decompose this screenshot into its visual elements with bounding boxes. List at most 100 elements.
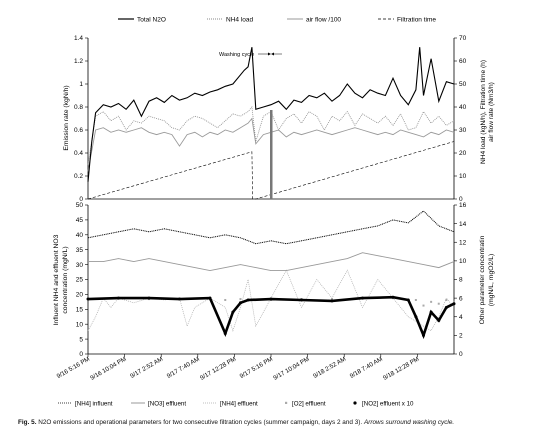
top-left-tick-label: 0 (79, 196, 83, 203)
o2-point (224, 298, 227, 301)
top-left-tick-label: 0.8 (74, 104, 83, 111)
top-chart: 0 0.2 0.4 0.6 0.8 1 1.2 1.4 0 10 20 30 40 50 60 70 Was… (63, 35, 495, 203)
top-right-tick-label: 70 (459, 35, 467, 42)
series-no2-effluent (87, 295, 455, 340)
legend-label-no2-effluent: [NO2] effluent x 10 (362, 401, 414, 408)
bottom-left-tick-label: 50 (76, 202, 84, 209)
bottom-right-ticks: 0 2 4 6 8 10 12 14 16 (454, 202, 467, 358)
legend-label-total-n2o: Total N2O (137, 17, 166, 24)
bottom-right-tick-label: 16 (459, 202, 467, 209)
no2-point (231, 310, 235, 314)
bottom-legend: [NH4] influent [NO3] effluent [NH4] effl… (58, 401, 414, 408)
top-right-tick-label: 10 (459, 173, 467, 180)
o2-point (422, 304, 425, 307)
series-air-flow-100 (87, 117, 455, 172)
legend-label-nh4-effluent: [NH4] effluent (220, 401, 258, 408)
o2-point (414, 298, 417, 301)
bottom-right-axis-title-2: (mgN/L, mgO2/L) (488, 254, 495, 307)
top-right-tick-label: 40 (459, 104, 467, 111)
no2-point (269, 297, 273, 301)
figure-caption: Fig. 5. N2O emissions and operational pa… (18, 419, 543, 427)
top-left-tick-label: 1 (79, 81, 83, 88)
top-right-tick-label: 50 (459, 81, 467, 88)
legend-swatch-o2-effluent (285, 401, 288, 404)
o2-point (331, 298, 333, 301)
bottom-right-tick-label: 4 (459, 314, 463, 321)
bottom-x-tick-label: 9/17 10:04 PM (272, 356, 310, 382)
bottom-left-tick-label: 45 (76, 217, 84, 224)
caption-label: Fig. 5. (18, 419, 37, 426)
top-left-tick-label: 0.4 (74, 150, 83, 157)
top-left-tick-label: 0.2 (74, 173, 83, 180)
bottom-right-tick-label: 0 (459, 351, 463, 358)
bottom-chart: 0 5 10 15 20 25 30 35 40 45 50 0 2 4 6 8 10 12 14 16 9/16 … (53, 202, 495, 382)
o2-point (445, 298, 448, 301)
no2-point (86, 297, 90, 301)
top-right-tick-label: 60 (459, 58, 467, 65)
washing-cycle-label: Washing cycle (219, 52, 254, 58)
series-nh4-influent (87, 210, 455, 245)
no2-point (223, 332, 227, 336)
bottom-left-tick-label: 30 (76, 262, 84, 269)
bottom-left-axis-title-1: Influent NH4 and effluent NO3 (53, 234, 60, 325)
bottom-left-tick-label: 40 (76, 232, 84, 239)
no2-point (239, 301, 242, 305)
no2-point (208, 296, 212, 300)
no2-point (452, 302, 456, 306)
legend-label-air-flow: air flow /100 (306, 17, 341, 24)
caption-text: N2O emissions and operational parameters… (36, 419, 364, 426)
bottom-x-tick-label: 9/16 5:16 PM (56, 356, 91, 380)
no2-point (444, 305, 448, 309)
bottom-right-tick-label: 2 (459, 333, 463, 340)
legend-label-nh4-influent: [NH4] influent (75, 401, 113, 408)
series-nh4-load (87, 106, 455, 165)
top-series (87, 47, 455, 200)
top-left-axis-title: Emission rate (kgN/h) (63, 85, 70, 150)
top-left-tick-label: 1.2 (74, 58, 83, 65)
no2-point (437, 318, 441, 322)
legend-label-nh4-load: NH4 load (226, 17, 253, 24)
no2-point (117, 296, 120, 300)
o2-point (239, 298, 242, 301)
bottom-x-tick-label: 9/18 12:28 PM (382, 356, 420, 382)
no2-point (330, 299, 334, 303)
bottom-x-tick-label: 9/16 10:04 PM (89, 356, 127, 382)
series-filtration-time (87, 141, 455, 200)
series-no3-effluent (88, 252, 455, 272)
bottom-left-tick-label: 25 (76, 277, 84, 284)
no2-point (178, 297, 181, 301)
bottom-x-tick-label: 9/18 2:52 AM (312, 356, 347, 380)
top-left-tick-label: 1.4 (74, 35, 83, 42)
bottom-series (86, 210, 456, 340)
o2-point (430, 300, 433, 303)
bottom-x-tick-label: 9/17 2:52 AM (129, 356, 164, 380)
series-total-n2o (87, 47, 455, 182)
no2-point (414, 315, 418, 319)
bottom-left-tick-label: 35 (76, 247, 84, 254)
no2-point (147, 296, 151, 300)
bottom-x-tick-label: 9/17 5:16 PM (239, 356, 274, 380)
top-right-tick-label: 30 (459, 127, 467, 134)
bottom-left-tick-label: 5 (79, 336, 83, 343)
no2-point (429, 310, 433, 314)
top-right-ticks: 0 10 20 30 40 50 60 70 (454, 35, 467, 203)
legend-swatch-no2-effluent (353, 401, 357, 405)
bottom-left-tick-label: 15 (76, 307, 84, 314)
top-left-tick-label: 0.6 (74, 127, 83, 134)
bottom-right-tick-label: 10 (459, 258, 467, 265)
o2-point (437, 302, 440, 305)
top-right-axis-title-2: air flow rate (Nm3/h) (488, 82, 495, 142)
bottom-right-axis-title-1: Other parameter concentratin (479, 235, 486, 324)
bottom-right-tick-label: 6 (459, 295, 463, 302)
legend-label-o2-effluent: [O2] effluent (292, 401, 326, 408)
bottom-x-ticks: 9/16 5:16 PM9/16 10:04 PM 9/17 2:52 AM 9/1… (56, 354, 420, 382)
bottom-x-tick-label: 9/17 12:28 PM (199, 356, 237, 382)
bottom-left-axis-title-2: concentration (mgN/L) (62, 246, 69, 313)
bottom-left-tick-label: 20 (76, 292, 84, 299)
arrow-right-head (271, 52, 274, 56)
no2-point (300, 298, 303, 302)
legend-label-no3-effluent: [NO3] effluent (148, 401, 186, 408)
bottom-right-tick-label: 8 (459, 277, 463, 284)
o2-point (453, 300, 455, 303)
